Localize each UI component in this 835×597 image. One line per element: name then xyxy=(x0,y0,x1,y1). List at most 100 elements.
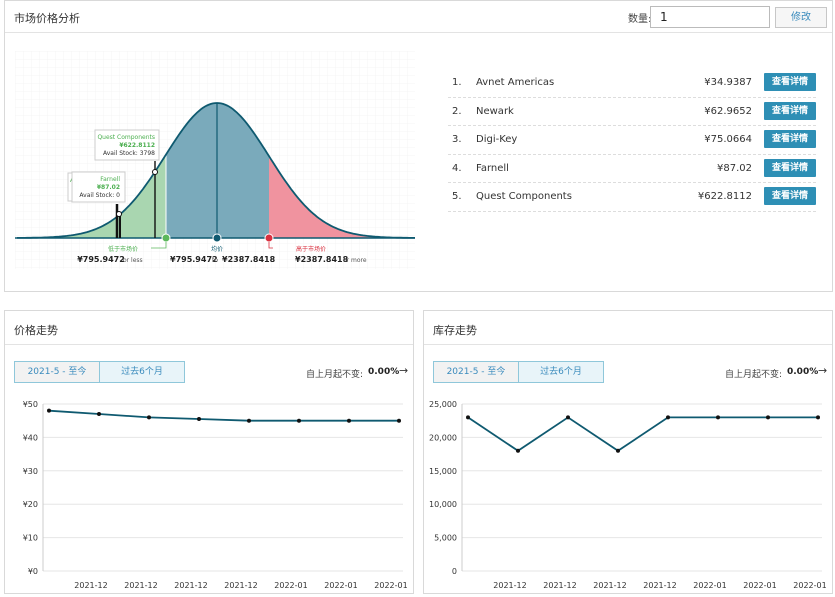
tab-range[interactable]: 2021-5 - 至今 xyxy=(434,362,518,382)
price-trend-tabs: 2021-5 - 至今 过去6个月 xyxy=(14,361,185,383)
data-point xyxy=(397,418,401,423)
supplier-name: Avnet Americas xyxy=(476,77,555,88)
tab-six-months[interactable]: 过去6个月 xyxy=(99,362,184,382)
list-item: 1. Avnet Americas ¥34.9387 查看详情 xyxy=(448,69,816,98)
farnell-callout-name: Farnell xyxy=(100,176,120,183)
price-trend-header: 价格走势 xyxy=(5,311,413,345)
x-tick-label: 2022-01 xyxy=(743,581,776,590)
y-tick-label: 5,000 xyxy=(434,534,457,543)
y-tick-label: 15,000 xyxy=(429,467,457,476)
x-tick-label: 2021-12 xyxy=(74,581,107,590)
low-price-label: 低于市场价 xyxy=(108,245,138,253)
quest-callout-stock: Avail Stock: 3798 xyxy=(103,150,155,157)
quest-callout-box xyxy=(94,129,160,161)
data-point xyxy=(816,415,820,420)
x-tick-label: 2021-12 xyxy=(543,581,576,590)
view-details-button[interactable]: 查看详情 xyxy=(764,130,816,148)
y-tick-label: ¥20 xyxy=(23,500,38,509)
high-price-leader xyxy=(268,242,273,249)
data-point xyxy=(466,415,470,420)
view-details-button[interactable]: 查看详情 xyxy=(764,187,816,205)
quest-callout-name: Quest Components xyxy=(97,134,155,141)
supplier-rank: 1. xyxy=(452,77,462,88)
data-point xyxy=(197,417,201,422)
supplier-name: Quest Components xyxy=(476,191,572,202)
quantity-label: 数量: xyxy=(628,14,652,25)
edit-quantity-button[interactable]: 修改 xyxy=(775,7,827,28)
price-distribution-chart: A Farnell ¥87.02 Avail Stock: 0 Quest Co… xyxy=(15,51,415,269)
supplier-price: ¥62.9652 xyxy=(704,105,752,117)
data-point xyxy=(716,415,720,420)
farnell-marker-dot xyxy=(116,211,122,217)
x-tick-label: 2021-12 xyxy=(493,581,526,590)
arrow-right-icon: → xyxy=(818,364,828,377)
supplier-name: Newark xyxy=(476,105,514,117)
stock-trend-title: 库存走势 xyxy=(433,324,477,337)
list-item: 4. Farnell ¥87.02 查看详情 xyxy=(448,155,816,183)
data-point xyxy=(47,408,51,413)
x-tick-label: 2021-12 xyxy=(224,581,257,590)
stock-trend-tabs: 2021-5 - 至今 过去6个月 xyxy=(433,361,604,383)
average-price-to: to xyxy=(212,257,218,264)
stock-trend-chart: 0 5,000 10,000 15,000 20,000 25,000 2021-12 202… xyxy=(429,400,827,590)
supplier-price: ¥34.9387 xyxy=(704,77,752,88)
low-price-leader xyxy=(151,242,167,249)
y-tick-label: 10,000 xyxy=(429,500,457,509)
stock-trend-header: 库存走势 xyxy=(424,311,832,345)
x-tick-label: 2022-01 xyxy=(274,581,307,590)
data-point xyxy=(297,418,301,423)
average-price-marker xyxy=(212,233,222,243)
x-tick-label: 2022-01 xyxy=(693,581,726,590)
x-tick-label: 2021-12 xyxy=(643,581,676,590)
data-point xyxy=(516,448,520,453)
x-tick-label: 2022-01 xyxy=(374,581,407,590)
supplier-rank: 5. xyxy=(452,191,462,202)
y-tick-label: 25,000 xyxy=(429,400,457,409)
data-point xyxy=(616,448,620,453)
list-item: 2. Newark ¥62.9652 查看详情 xyxy=(448,98,816,126)
average-price-label: 均价 xyxy=(211,245,223,253)
y-tick-label: ¥0 xyxy=(28,567,38,576)
y-tick-label: 0 xyxy=(452,567,457,576)
supplier-rank: 3. xyxy=(452,134,462,145)
quest-callout-price: ¥622.8112 xyxy=(119,142,155,149)
view-details-button[interactable]: 查看详情 xyxy=(764,73,816,91)
farnell-callout-price: ¥87.02 xyxy=(97,184,120,191)
high-price-suffix: or more xyxy=(343,257,367,264)
series-line xyxy=(48,409,399,422)
quest-marker-dot xyxy=(152,169,158,175)
x-tick-label: 2021-12 xyxy=(593,581,626,590)
supplier-rank: 4. xyxy=(452,162,462,174)
y-tick-label: 20,000 xyxy=(429,433,457,442)
y-tick-label: ¥10 xyxy=(23,534,38,543)
data-point xyxy=(147,415,151,420)
market-panel-header: 市场价格分析 数量: 修改 xyxy=(5,1,832,33)
average-price-from: ¥795.9472 xyxy=(170,255,218,264)
quantity-input[interactable] xyxy=(650,6,770,28)
x-tick-label: 2022-01 xyxy=(793,581,826,590)
supplier-name: Farnell xyxy=(476,162,509,174)
tab-six-months[interactable]: 过去6个月 xyxy=(518,362,603,382)
price-trend-chart: ¥0 ¥10 ¥20 ¥30 ¥40 ¥50 2021-12 2021-12 2021-12 20… xyxy=(23,400,408,590)
change-value: 0.00% xyxy=(787,367,819,377)
supplier-price: ¥87.02 xyxy=(717,162,752,174)
supplier-name: Digi-Key xyxy=(476,134,518,145)
price-trend-title: 价格走势 xyxy=(14,324,58,337)
list-item: 5. Quest Components ¥622.8112 查看详情 xyxy=(448,183,816,212)
y-tick-label: ¥30 xyxy=(23,467,38,476)
view-details-button[interactable]: 查看详情 xyxy=(764,101,816,120)
market-panel-title: 市场价格分析 xyxy=(14,12,80,25)
data-point xyxy=(247,418,251,423)
data-point xyxy=(566,415,570,420)
view-details-button[interactable]: 查看详情 xyxy=(764,158,816,177)
farnell-callout-stock: Avail Stock: 0 xyxy=(79,192,120,199)
supplier-price: ¥75.0664 xyxy=(704,134,752,145)
high-price-label: 高于市场价 xyxy=(296,245,326,253)
tab-range[interactable]: 2021-5 - 至今 xyxy=(15,362,99,382)
price-trend-panel: 价格走势 2021-5 - 至今 过去6个月 自上月起不变: 0.00% → ¥… xyxy=(4,310,414,594)
data-point xyxy=(766,415,770,420)
stock-trend-panel: 库存走势 2021-5 - 至今 过去6个月 自上月起不变: 0.00% → 0… xyxy=(423,310,833,594)
low-price-value: ¥795.9472 xyxy=(77,255,125,264)
farnell-callout-box xyxy=(71,171,126,203)
market-analysis-panel: 市场价格分析 数量: 修改 A Farnell ¥87.02 Avail Sto… xyxy=(4,0,833,292)
